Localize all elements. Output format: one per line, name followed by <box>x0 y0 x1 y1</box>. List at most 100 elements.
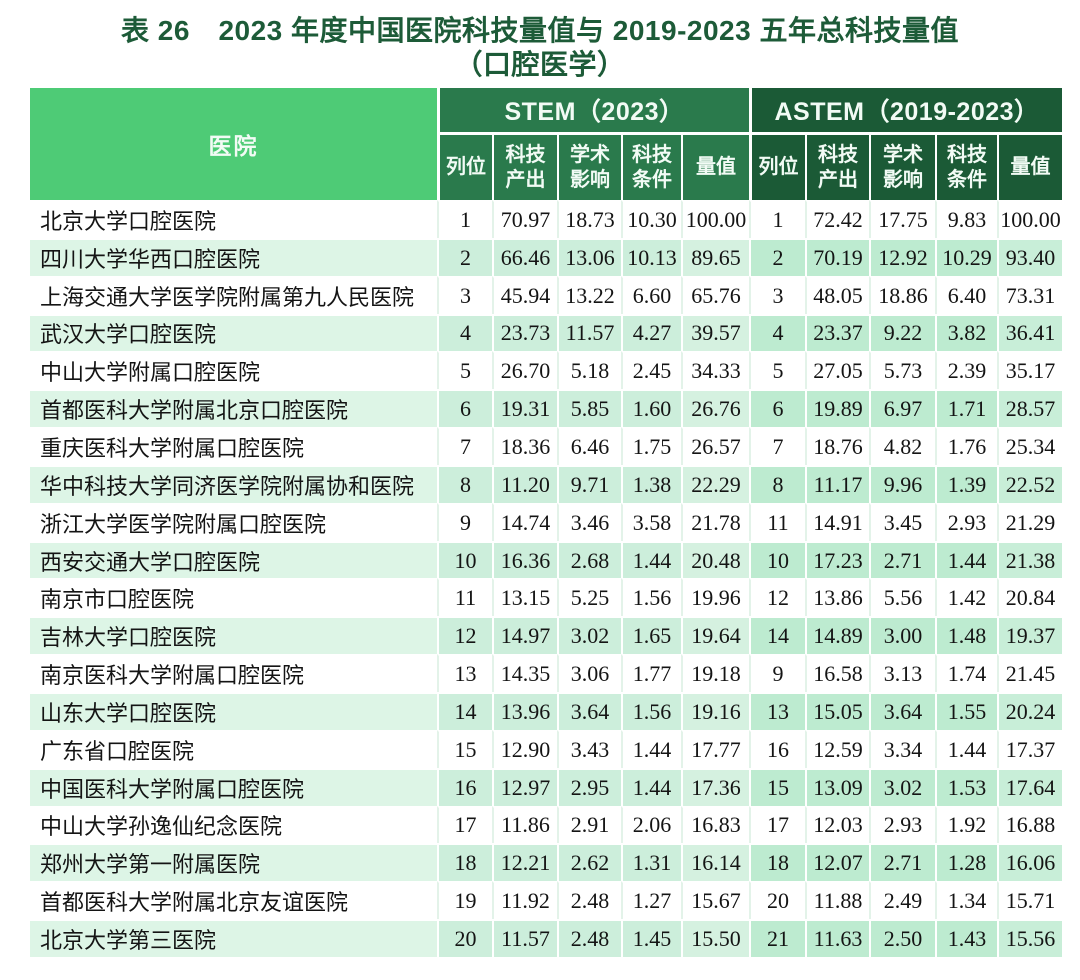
astem-impact-cell: 2.71 <box>869 843 936 882</box>
astem-condition-cell: 1.43 <box>935 919 998 957</box>
table-row: 浙江大学医学院附属口腔医院 9 14.74 3.46 3.58 21.78 11 14.91 3… <box>30 502 1063 541</box>
stem-value-cell: 20.48 <box>681 540 750 579</box>
sub-header-row: 列位 科技 产出 学术 影响 科技 条件 量值 列位 科技 产出 学术 影响 科… <box>30 135 1063 200</box>
astem-value-cell: 20.24 <box>997 691 1063 730</box>
astem-condition-cell: 1.42 <box>935 578 998 617</box>
table-row: 中国医科大学附属口腔医院 16 12.97 2.95 1.44 17.36 15 13.09 3… <box>30 767 1063 806</box>
stem-output-cell: 14.74 <box>492 502 557 541</box>
astem-impact-cell: 3.34 <box>869 729 936 768</box>
stem-output-cell: 66.46 <box>492 237 557 276</box>
stem-rank-cell: 6 <box>437 389 492 428</box>
stem-rank-cell: 7 <box>437 427 492 465</box>
hospital-name-cell: 中山大学孙逸仙纪念医院 <box>30 805 437 844</box>
stem-condition-cell: 1.27 <box>621 881 681 920</box>
stem-impact-cell: 2.95 <box>557 767 621 806</box>
astem-condition-cell: 1.71 <box>935 389 998 428</box>
hospital-name-cell: 中国医科大学附属口腔医院 <box>30 767 437 806</box>
stem-output-cell: 11.92 <box>492 881 557 920</box>
stem-rank-cell: 2 <box>437 237 492 276</box>
astem-impact-header: 学术 影响 <box>869 135 936 200</box>
stem-output-cell: 23.73 <box>492 313 557 352</box>
table-row: 四川大学华西口腔医院 2 66.46 13.06 10.13 89.65 2 70.19 12.… <box>30 237 1063 276</box>
astem-condition-header: 科技 条件 <box>935 135 998 200</box>
astem-rank-header: 列位 <box>749 135 806 200</box>
table-row: 首都医科大学附属北京友谊医院 19 11.92 2.48 1.27 15.67 20 11.8… <box>30 881 1063 920</box>
table-row: 中山大学孙逸仙纪念医院 17 11.86 2.91 2.06 16.83 17 12.03 2.… <box>30 805 1063 844</box>
stem-impact-cell: 3.43 <box>557 729 621 768</box>
astem-value-cell: 19.37 <box>997 616 1063 655</box>
astem-impact-cell: 3.02 <box>869 767 936 806</box>
astem-impact-cell: 2.50 <box>869 919 936 957</box>
astem-rank-cell: 11 <box>749 502 806 541</box>
stem-output-cell: 26.70 <box>492 351 557 390</box>
astem-value-cell: 20.84 <box>997 578 1063 617</box>
stem-condition-cell: 1.56 <box>621 691 681 730</box>
astem-impact-cell: 17.75 <box>869 200 936 238</box>
stem-value-cell: 34.33 <box>681 351 750 390</box>
astem-value-cell: 16.06 <box>997 843 1063 882</box>
stem-output-cell: 45.94 <box>492 275 557 314</box>
astem-value-cell: 21.45 <box>997 654 1063 692</box>
astem-condition-cell: 2.93 <box>935 502 998 541</box>
stem-condition-cell: 1.77 <box>621 654 681 692</box>
stem-output-header: 科技 产出 <box>492 135 557 200</box>
stem-value-cell: 26.76 <box>681 389 750 428</box>
astem-value-cell: 16.88 <box>997 805 1063 844</box>
stem-rank-cell: 20 <box>437 919 492 957</box>
stem-impact-cell: 2.91 <box>557 805 621 844</box>
astem-output-cell: 14.91 <box>805 502 870 541</box>
stem-output-cell: 14.97 <box>492 616 557 655</box>
astem-condition-cell: 1.53 <box>935 767 998 806</box>
astem-value-cell: 17.64 <box>997 767 1063 806</box>
astem-output-cell: 14.89 <box>805 616 870 655</box>
astem-output-cell: 17.23 <box>805 540 870 579</box>
astem-rank-cell: 2 <box>749 237 806 276</box>
stem-output-cell: 16.36 <box>492 540 557 579</box>
hospital-name-cell: 西安交通大学口腔医院 <box>30 540 437 579</box>
astem-value-cell: 21.29 <box>997 502 1063 541</box>
stem-impact-cell: 3.64 <box>557 691 621 730</box>
astem-impact-cell: 6.97 <box>869 389 936 428</box>
astem-rank-cell: 14 <box>749 616 806 655</box>
stem-rank-cell: 5 <box>437 351 492 390</box>
stem-output-cell: 70.97 <box>492 200 557 238</box>
astem-impact-cell: 3.00 <box>869 616 936 655</box>
astem-condition-cell: 1.39 <box>935 464 998 503</box>
astem-rank-cell: 4 <box>749 313 806 352</box>
stem-condition-cell: 1.44 <box>621 767 681 806</box>
astem-rank-cell: 3 <box>749 275 806 314</box>
stem-value-cell: 26.57 <box>681 427 750 465</box>
astem-rank-cell: 1 <box>749 200 806 238</box>
astem-impact-cell: 5.73 <box>869 351 936 390</box>
hospital-stem-table: 医院 STEM（2023） ASTEM（2019-2023） 列位 科技 产出 … <box>30 88 1063 957</box>
stem-condition-cell: 10.30 <box>621 200 681 238</box>
astem-rank-cell: 12 <box>749 578 806 617</box>
stem-rank-cell: 3 <box>437 275 492 314</box>
astem-output-cell: 18.76 <box>805 427 870 465</box>
astem-condition-cell: 3.82 <box>935 313 998 352</box>
stem-output-cell: 14.35 <box>492 654 557 692</box>
stem-impact-cell: 18.73 <box>557 200 621 238</box>
stem-value-cell: 19.96 <box>681 578 750 617</box>
stem-impact-cell: 3.02 <box>557 616 621 655</box>
astem-value-cell: 25.34 <box>997 427 1063 465</box>
stem-output-cell: 18.36 <box>492 427 557 465</box>
stem-condition-header: 科技 条件 <box>621 135 681 200</box>
astem-output-header: 科技 产出 <box>805 135 870 200</box>
stem-impact-cell: 3.46 <box>557 502 621 541</box>
stem-value-cell: 19.18 <box>681 654 750 692</box>
astem-value-cell: 28.57 <box>997 389 1063 428</box>
stem-impact-cell: 5.85 <box>557 389 621 428</box>
stem-output-cell: 11.57 <box>492 919 557 957</box>
stem-value-cell: 17.36 <box>681 767 750 806</box>
stem-condition-cell: 1.45 <box>621 919 681 957</box>
astem-impact-cell: 18.86 <box>869 275 936 314</box>
stem-rank-cell: 18 <box>437 843 492 882</box>
astem-impact-cell: 3.13 <box>869 654 936 692</box>
stem-impact-cell: 2.68 <box>557 540 621 579</box>
stem-value-cell: 16.83 <box>681 805 750 844</box>
table-row: 南京医科大学附属口腔医院 13 14.35 3.06 1.77 19.18 9 16.58 3.… <box>30 654 1063 692</box>
stem-rank-cell: 16 <box>437 767 492 806</box>
astem-value-cell: 17.37 <box>997 729 1063 768</box>
astem-group-header: ASTEM（2019-2023） <box>749 88 1063 135</box>
